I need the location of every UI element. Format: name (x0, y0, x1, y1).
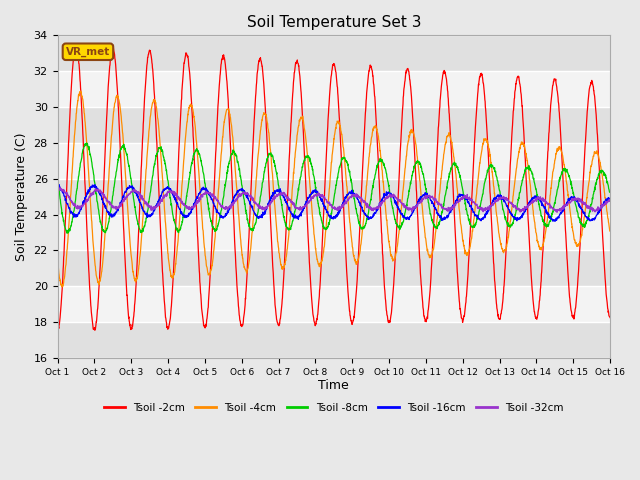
Tsoil -8cm (350, 196, 358, 202)
Y-axis label: Soil Temperature (C): Soil Temperature (C) (15, 132, 28, 261)
Tsoil -4cm (77, 88, 84, 94)
Tsoil -4cm (58, 284, 66, 290)
Tsoil -8cm (362, 219, 370, 225)
Tsoil -2cm (573, 289, 581, 295)
Tsoil -2cm (606, 315, 614, 321)
Tsoil -4cm (573, 243, 581, 249)
Legend: Tsoil -2cm, Tsoil -4cm, Tsoil -8cm, Tsoil -16cm, Tsoil -32cm: Tsoil -2cm, Tsoil -4cm, Tsoil -8cm, Tsoi… (100, 399, 568, 417)
Tsoil -8cm (573, 208, 581, 214)
Tsoil -16cm (551, 218, 559, 224)
Bar (58, 322, 610, 358)
Tsoil -4cm (558, 149, 566, 155)
Tsoil -16cm (362, 212, 370, 217)
Line: Tsoil -8cm: Tsoil -8cm (58, 143, 610, 233)
Tsoil -32cm (573, 197, 581, 203)
Tsoil -2cm (72, 42, 80, 48)
Tsoil -32cm (54, 189, 61, 194)
Bar (58, 143, 610, 179)
Line: Tsoil -16cm: Tsoil -16cm (58, 184, 610, 221)
Tsoil -8cm (83, 140, 90, 146)
Tsoil -2cm (362, 98, 370, 104)
Tsoil -16cm (54, 182, 61, 188)
Tsoil -32cm (362, 202, 370, 208)
Tsoil -2cm (54, 328, 61, 334)
Tsoil -8cm (64, 230, 72, 236)
Title: Soil Temperature Set 3: Soil Temperature Set 3 (246, 15, 421, 30)
Tsoil -8cm (558, 169, 566, 175)
Tsoil -32cm (553, 209, 561, 215)
Tsoil -16cm (573, 199, 581, 204)
Tsoil -8cm (495, 182, 502, 188)
Tsoil -4cm (362, 188, 370, 194)
Tsoil -2cm (208, 234, 216, 240)
Tsoil -4cm (606, 228, 614, 234)
Bar (58, 286, 610, 322)
Tsoil -4cm (54, 257, 61, 263)
Tsoil -32cm (56, 185, 64, 191)
Tsoil -2cm (495, 316, 502, 322)
Tsoil -2cm (350, 315, 358, 321)
Bar (58, 251, 610, 286)
Tsoil -16cm (350, 192, 358, 197)
Line: Tsoil -32cm: Tsoil -32cm (58, 188, 610, 212)
Tsoil -4cm (495, 229, 502, 235)
Line: Tsoil -2cm: Tsoil -2cm (58, 45, 610, 331)
X-axis label: Time: Time (318, 379, 349, 392)
Tsoil -32cm (606, 198, 614, 204)
Tsoil -16cm (55, 181, 63, 187)
Tsoil -16cm (495, 193, 502, 199)
Tsoil -2cm (54, 326, 61, 332)
Tsoil -8cm (54, 176, 61, 181)
Tsoil -2cm (558, 149, 566, 155)
Tsoil -32cm (495, 194, 502, 200)
Bar (58, 215, 610, 251)
Tsoil -8cm (606, 190, 614, 195)
Bar (58, 71, 610, 107)
Bar (58, 107, 610, 143)
Tsoil -32cm (350, 193, 358, 199)
Bar (58, 179, 610, 215)
Tsoil -4cm (350, 254, 358, 260)
Line: Tsoil -4cm: Tsoil -4cm (58, 91, 610, 287)
Tsoil -32cm (558, 205, 566, 211)
Tsoil -16cm (208, 196, 216, 202)
Tsoil -16cm (606, 196, 614, 202)
Text: VR_met: VR_met (66, 47, 110, 57)
Tsoil -32cm (208, 193, 216, 199)
Bar (58, 36, 610, 71)
Tsoil -4cm (208, 263, 216, 269)
Tsoil -8cm (208, 223, 216, 229)
Tsoil -16cm (558, 208, 566, 214)
